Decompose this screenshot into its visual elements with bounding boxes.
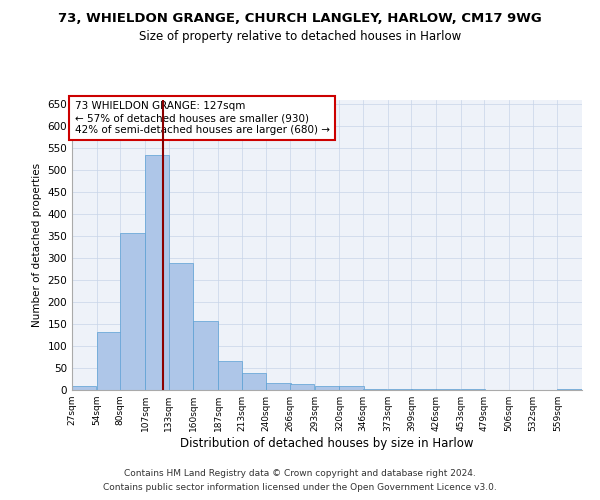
Bar (169, 262, 193, 390)
Bar (314, 386, 339, 390)
Bar (145, 155, 169, 390)
Bar (97, 332, 121, 390)
Text: 73 WHIELDON GRANGE: 127sqm
← 57% of detached houses are smaller (930)
42% of sem: 73 WHIELDON GRANGE: 127sqm ← 57% of deta… (74, 102, 329, 134)
Bar (218, 362, 242, 390)
Text: Contains HM Land Registry data © Crown copyright and database right 2024.: Contains HM Land Registry data © Crown c… (124, 468, 476, 477)
Text: 73, WHIELDON GRANGE, CHURCH LANGLEY, HARLOW, CM17 9WG: 73, WHIELDON GRANGE, CHURCH LANGLEY, HAR… (58, 12, 542, 26)
Bar (121, 232, 145, 390)
Bar (388, 388, 412, 390)
Bar (436, 389, 460, 390)
Bar (461, 388, 485, 390)
Bar (412, 389, 436, 390)
Text: Contains public sector information licensed under the Open Government Licence v3: Contains public sector information licen… (103, 484, 497, 492)
Bar (72, 386, 97, 390)
Bar (340, 386, 364, 390)
Bar (363, 388, 388, 390)
Bar (266, 382, 290, 390)
Y-axis label: Number of detached properties: Number of detached properties (32, 163, 42, 327)
X-axis label: Distribution of detached houses by size in Harlow: Distribution of detached houses by size … (180, 437, 474, 450)
Bar (193, 321, 218, 390)
Bar (557, 388, 582, 390)
Text: Size of property relative to detached houses in Harlow: Size of property relative to detached ho… (139, 30, 461, 43)
Bar (242, 374, 266, 390)
Bar (290, 384, 314, 390)
